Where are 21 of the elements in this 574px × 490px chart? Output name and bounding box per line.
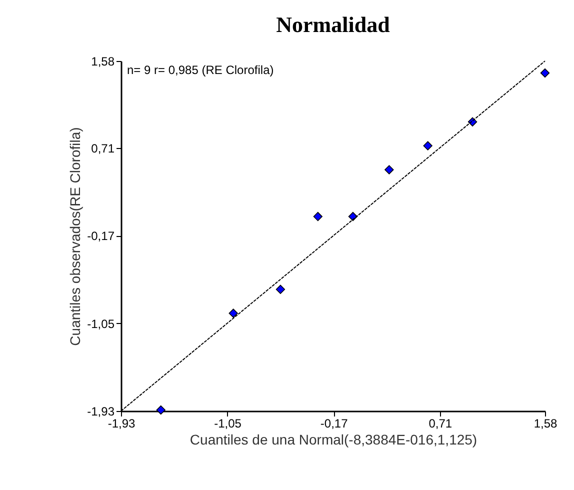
x-axis-title: Cuantiles de una Normal(-8,3884E-016,1,125) <box>190 432 478 448</box>
point <box>228 308 238 318</box>
y-tick-label: -1,05 <box>87 316 115 331</box>
y-tick-label: -1,93 <box>87 404 115 418</box>
x-tick-label: -1,05 <box>214 416 242 430</box>
point <box>384 165 394 174</box>
point <box>156 405 166 415</box>
x-tick-label: 1,58 <box>534 416 558 430</box>
y-axis-title: Cuantiles observados(RE Clorofila) <box>67 127 84 346</box>
x-tick-label: 0,71 <box>428 416 452 430</box>
point <box>313 212 322 222</box>
y-tick-label: -0,17 <box>87 229 115 243</box>
point <box>423 141 432 150</box>
y-tick-label: 1,58 <box>91 54 115 68</box>
chart-title: Normalidad <box>276 12 390 37</box>
point <box>540 68 550 78</box>
x-tick-label: -1,93 <box>108 416 136 430</box>
annotation: n= 9 r= 0,985 (RE Clorofila) <box>127 63 274 77</box>
point <box>276 284 286 294</box>
y-tick-label: 0,71 <box>91 141 115 156</box>
x-tick-label: -0,17 <box>320 416 348 430</box>
